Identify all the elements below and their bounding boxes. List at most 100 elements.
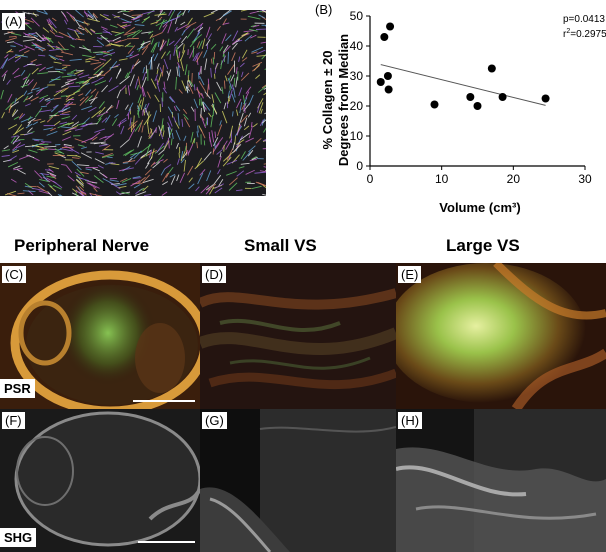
fiber-segment: [68, 85, 80, 88]
data-point: [380, 33, 389, 41]
fiber-segment: [235, 189, 243, 192]
y-tick-label: 40: [350, 39, 364, 53]
fiber-segment: [8, 155, 17, 162]
fiber-segment: [243, 30, 254, 33]
fiber-segment: [138, 187, 145, 192]
fiber-segment: [12, 135, 20, 145]
fiber-segment: [38, 66, 46, 72]
fiber-segment: [34, 43, 47, 51]
fiber-segment: [81, 137, 94, 143]
fiber-segment: [75, 179, 84, 188]
fiber-segment: [241, 103, 246, 111]
fiber-segment: [68, 36, 77, 41]
fiber-segment: [137, 176, 146, 184]
fiber-segment: [128, 10, 135, 13]
fiber-segment: [81, 105, 93, 111]
fiber-segment: [84, 27, 93, 36]
fiber-segment: [162, 173, 169, 182]
fiber-segment: [211, 94, 215, 103]
fiber-segment: [152, 41, 158, 53]
fiber-segment: [103, 69, 111, 76]
fiber-segment: [74, 19, 84, 24]
fiber-segment: [80, 80, 90, 89]
fiber-segment: [25, 97, 31, 101]
fiber-segment: [212, 143, 220, 153]
x-tick-label: 30: [578, 172, 592, 186]
fiber-segment: [40, 148, 49, 151]
fiber-segment: [231, 52, 236, 62]
fiber-segment: [70, 44, 75, 48]
fiber-segment: [165, 172, 170, 178]
fiber-segment: [101, 152, 113, 158]
fiber-segment: [118, 168, 127, 172]
fiber-segment: [76, 168, 85, 177]
fiber-segment: [223, 152, 233, 162]
fiber-segment: [217, 156, 222, 168]
fiber-segment: [154, 94, 160, 103]
fiber-segment: [167, 122, 173, 132]
fiber-segment: [88, 97, 98, 102]
fiber-segment: [180, 21, 186, 26]
fiber-segment: [180, 158, 185, 164]
fiber-segment: [233, 77, 236, 87]
fiber-segment: [53, 97, 62, 100]
fiber-segment: [59, 121, 68, 125]
fiber-segment: [225, 138, 233, 150]
fiber-segment: [12, 139, 21, 143]
fiber-segment: [227, 51, 229, 64]
fiber-segment: [13, 41, 24, 47]
fiber-segment: [18, 113, 26, 120]
fiber-segment: [140, 149, 152, 159]
fiber-segment: [182, 10, 186, 16]
fiber-segment: [65, 95, 71, 101]
fiber-segment: [221, 33, 227, 44]
fiber-segment: [150, 161, 156, 167]
fiber-segment: [178, 89, 183, 94]
fiber-segment: [183, 117, 191, 128]
fiber-segment: [85, 89, 92, 97]
fiber-segment: [218, 178, 224, 187]
fiber-segment: [122, 166, 131, 172]
fiber-segment: [245, 169, 255, 175]
fiber-segment: [142, 71, 147, 81]
fiber-segment: [53, 120, 61, 126]
fiber-segment: [90, 61, 102, 65]
fiber-segment: [7, 124, 18, 130]
fiber-segment: [80, 191, 87, 196]
fiber-segment: [212, 57, 215, 65]
fiber-segment: [262, 138, 266, 142]
fiber-segment: [12, 148, 18, 152]
fiber-segment: [89, 193, 103, 196]
fiber-segment: [22, 190, 36, 192]
fiber-segment: [192, 138, 196, 145]
fiber-segment: [242, 102, 247, 110]
fiber-segment: [96, 70, 104, 78]
fiber-segment: [167, 106, 174, 115]
fiber-segment: [88, 106, 97, 113]
fiber-segment: [260, 41, 266, 44]
fiber-segment: [170, 138, 173, 146]
fiber-segment: [61, 51, 73, 56]
panel-label-e: (E): [398, 266, 422, 283]
fiber-segment: [219, 15, 224, 20]
fiber-segment: [33, 118, 42, 122]
fiber-segment: [79, 186, 85, 192]
fiber-segment: [239, 62, 245, 68]
fiber-segment: [118, 58, 128, 61]
fiber-segment: [152, 161, 160, 169]
y-tick-label: 30: [350, 69, 364, 83]
fiber-segment: [176, 66, 179, 77]
fiber-segment: [90, 88, 97, 94]
fiber-segment: [50, 104, 59, 113]
fiber-segment: [75, 10, 84, 18]
fiber-segment: [192, 53, 198, 62]
fiber-segment: [141, 16, 151, 24]
fiber-segment: [173, 46, 176, 56]
fiber-segment: [52, 104, 58, 109]
fiber-segment: [67, 74, 76, 76]
fiber-segment: [54, 35, 64, 38]
fiber-segment: [6, 79, 11, 85]
fiber-segment: [96, 111, 109, 117]
fiber-segment: [141, 76, 147, 88]
fiber-segment: [24, 103, 31, 107]
